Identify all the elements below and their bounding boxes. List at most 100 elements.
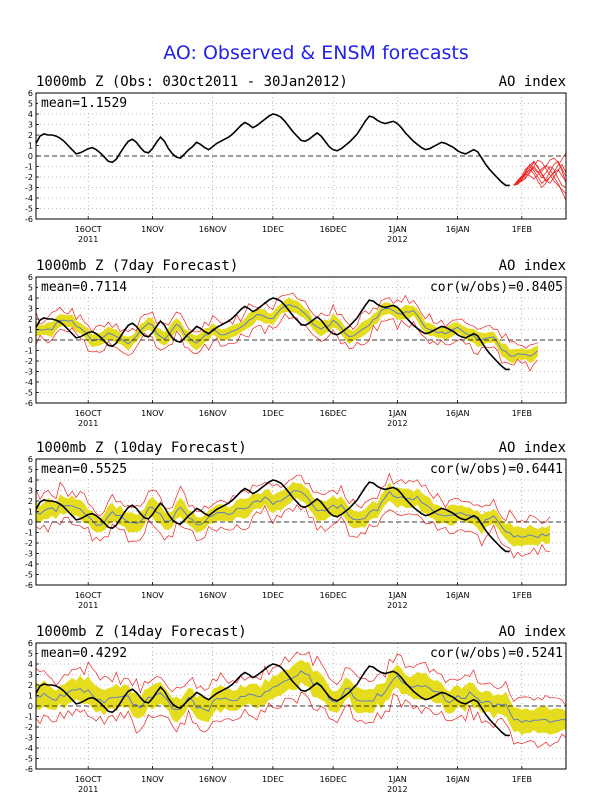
x-tick-label: 1FEB	[512, 775, 532, 784]
x-tick-label: 1NOV	[141, 225, 164, 234]
ensemble-min-line	[35, 504, 550, 559]
x-tick-label: 1NOV	[141, 775, 164, 784]
y-tick-label: -6	[25, 399, 33, 408]
observed-line	[35, 113, 510, 187]
y-tick-label: -3	[25, 368, 33, 377]
y-tick-label: -6	[25, 581, 33, 590]
y-tick-label: 4	[28, 294, 33, 303]
x-tick-label: 1DEC	[262, 591, 284, 600]
ensemble-max-line	[35, 472, 551, 524]
y-tick-label: 3	[28, 671, 33, 680]
x-tick-label: 16NOV	[199, 591, 227, 600]
y-tick-label: 6	[28, 455, 33, 464]
x-tick-label: 1JAN	[388, 591, 407, 600]
panel-title: 1000mb Z (14day Forecast)	[36, 624, 247, 640]
y-tick-label: -1	[25, 163, 33, 172]
x-tick-label: 16OCT	[75, 409, 102, 418]
x-tick-year-label: 2011	[78, 235, 98, 244]
x-tick-label: 16DEC	[320, 225, 347, 234]
x-tick-label: 16DEC	[320, 775, 347, 784]
y-tick-label: -5	[25, 755, 33, 764]
panel-title: 1000mb Z (10day Forecast)	[36, 440, 247, 456]
y-tick-label: 0	[28, 152, 33, 161]
x-tick-label: 16DEC	[320, 409, 347, 418]
x-tick-label: 16JAN	[446, 225, 470, 234]
x-tick-label: 16NOV	[199, 225, 227, 234]
stat-left-bg	[38, 461, 150, 476]
stat-right-bg	[410, 461, 564, 476]
y-tick-label: -3	[25, 734, 33, 743]
mean-label: mean=0.7114	[41, 280, 127, 295]
y-tick-label: -4	[25, 744, 33, 753]
y-tick-label: 6	[28, 89, 33, 98]
x-tick-label: 1JAN	[388, 409, 407, 418]
y-tick-label: -3	[25, 184, 33, 193]
y-tick-label: -2	[25, 723, 33, 732]
ensemble-min-line	[35, 691, 567, 749]
x-tick-label: 1NOV	[141, 591, 164, 600]
y-tick-label: 1	[28, 142, 33, 151]
y-tick-label: -2	[25, 357, 33, 366]
stat-left-bg	[38, 645, 150, 660]
y-tick-label: 5	[28, 100, 33, 109]
ensemble-max-line	[35, 651, 567, 707]
y-tick-label: -1	[25, 347, 33, 356]
panel-right-label: AO index	[499, 258, 566, 274]
observed-line	[35, 297, 510, 371]
ensemble-member-line	[513, 157, 567, 186]
y-tick-label: 2	[28, 497, 33, 506]
y-tick-label: -4	[25, 560, 33, 569]
y-tick-label: 6	[28, 639, 33, 648]
y-tick-label: 1	[28, 326, 33, 335]
y-tick-label: 5	[28, 466, 33, 475]
chart-panel-1: 1000mb Z (Obs: 03Oct2011 - 30Jan2012) AO …	[25, 74, 567, 244]
x-tick-year-label: 2012	[387, 785, 407, 794]
x-tick-label: 1NOV	[141, 409, 164, 418]
panel-title: 1000mb Z (7day Forecast)	[36, 258, 238, 274]
observed-line	[35, 663, 510, 737]
stat-right-bg	[410, 279, 564, 294]
y-tick-label: 5	[28, 284, 33, 293]
correlation-label: cor(w/obs)=0.5241	[430, 646, 563, 661]
y-tick-label: 3	[28, 121, 33, 130]
ensemble-member-line	[513, 160, 567, 186]
mean-label: mean=1.1529	[41, 96, 127, 111]
ensemble-spread-band	[36, 481, 550, 547]
x-tick-label: 1FEB	[512, 591, 532, 600]
x-tick-label: 1DEC	[262, 225, 284, 234]
x-tick-label: 1DEC	[262, 409, 284, 418]
x-tick-label: 16JAN	[446, 591, 470, 600]
y-tick-label: -5	[25, 205, 33, 214]
stat-left-bg	[38, 95, 150, 110]
panel-right-label: AO index	[499, 74, 566, 90]
y-tick-label: -6	[25, 215, 33, 224]
y-tick-label: 2	[28, 131, 33, 140]
y-tick-label: -2	[25, 539, 33, 548]
x-tick-label: 16OCT	[75, 591, 102, 600]
x-tick-label: 1FEB	[512, 409, 532, 418]
y-tick-label: 1	[28, 692, 33, 701]
x-tick-label: 16NOV	[199, 775, 227, 784]
y-tick-label: -5	[25, 389, 33, 398]
x-tick-label: 16NOV	[199, 409, 227, 418]
mean-label: mean=0.4292	[41, 646, 127, 661]
y-tick-label: -5	[25, 571, 33, 580]
y-tick-label: 3	[28, 487, 33, 496]
x-tick-label: 1DEC	[262, 775, 284, 784]
y-tick-label: 0	[28, 518, 33, 527]
ensemble-max-line	[35, 292, 539, 349]
x-tick-label: 16OCT	[75, 775, 102, 784]
x-tick-year-label: 2011	[78, 785, 98, 794]
stat-right-bg	[410, 645, 564, 660]
y-tick-label: 2	[28, 315, 33, 324]
chart-panel-2: 1000mb Z (7day Forecast) AO index -6-5 -4-3…	[25, 258, 567, 428]
panel-right-label: AO index	[499, 624, 566, 640]
page-title: AO: Observed & ENSM forecasts	[163, 42, 468, 64]
ensemble-member-line	[513, 152, 567, 189]
observed-line	[35, 479, 510, 553]
x-tick-year-label: 2012	[387, 235, 407, 244]
x-tick-label: 1FEB	[512, 225, 532, 234]
x-tick-label: 16JAN	[446, 409, 470, 418]
x-tick-year-label: 2012	[387, 601, 407, 610]
chart-panel-3: 1000mb Z (10day Forecast) AO index-6-5-4-…	[25, 440, 567, 610]
